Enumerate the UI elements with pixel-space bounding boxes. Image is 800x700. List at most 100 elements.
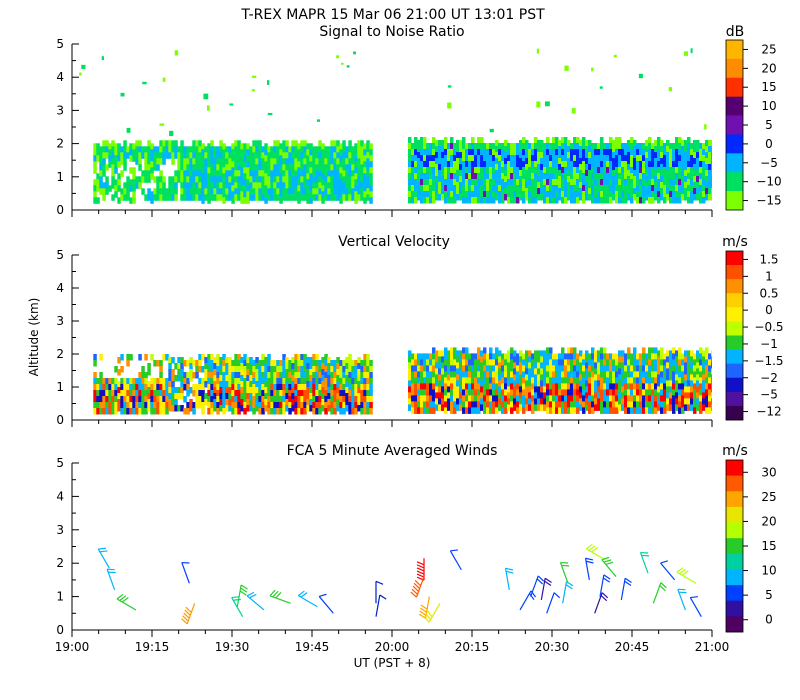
heatmap-cell [510, 365, 514, 372]
heatmap-cell [591, 359, 595, 366]
heatmap-cell [654, 194, 658, 201]
heatmap-cell [108, 408, 112, 415]
heatmap-cell [576, 155, 580, 162]
heatmap-cell [600, 191, 604, 198]
heatmap-cell [96, 197, 100, 204]
heatmap-cell [96, 185, 100, 192]
heatmap-cell [708, 389, 712, 396]
heatmap-cell [498, 149, 502, 156]
heatmap-cell [354, 173, 358, 180]
noise-speck [353, 51, 357, 55]
heatmap-cell [702, 368, 706, 375]
heatmap-cell [249, 375, 253, 382]
heatmap-cell [180, 363, 184, 370]
heatmap-cell [99, 384, 103, 391]
colorbar-label: 0 [765, 303, 773, 317]
heatmap-cell [333, 390, 337, 397]
heatmap-cell [321, 363, 325, 370]
heatmap-cell [465, 197, 469, 204]
heatmap-cell [219, 182, 223, 189]
heatmap-cell [150, 143, 154, 150]
heatmap-cell [543, 368, 547, 375]
heatmap-cell [570, 389, 574, 396]
heatmap-cell [459, 350, 463, 357]
heatmap-cell [510, 167, 514, 174]
heatmap-cell [501, 353, 505, 360]
heatmap-cell [660, 407, 664, 414]
heatmap-cell [600, 149, 604, 156]
heatmap-cell [177, 357, 181, 364]
heatmap-cell [159, 360, 163, 367]
heatmap-cell [519, 140, 523, 147]
heatmap-cell [636, 353, 640, 360]
heatmap-cell [330, 146, 334, 153]
noise-speck [229, 103, 234, 106]
heatmap-cell [159, 366, 163, 373]
heatmap-cell [474, 401, 478, 408]
heatmap-cell [567, 377, 571, 384]
wind-barb [594, 592, 609, 614]
heatmap-cell [312, 176, 316, 183]
heatmap-cell [282, 170, 286, 177]
heatmap-cell [708, 158, 712, 165]
heatmap-cell [408, 191, 412, 198]
heatmap-cell [492, 185, 496, 192]
heatmap-cell [444, 359, 448, 366]
heatmap-cell [432, 197, 436, 204]
heatmap-cell [348, 152, 352, 159]
noise-speck [668, 87, 673, 92]
heatmap-cell [303, 158, 307, 165]
heatmap-cell [171, 194, 175, 201]
heatmap-cell [210, 378, 214, 385]
heatmap-cell [537, 380, 541, 387]
heatmap-cell [699, 197, 703, 204]
heatmap-cell [210, 188, 214, 195]
heatmap-cell [516, 143, 520, 150]
heatmap-cell [201, 366, 205, 373]
heatmap-cell [702, 155, 706, 162]
heatmap-cell [519, 368, 523, 375]
heatmap-cell [351, 390, 355, 397]
heatmap-cell [324, 152, 328, 159]
heatmap-cell [186, 408, 190, 415]
heatmap-cell [624, 161, 628, 168]
heatmap-cell [531, 377, 535, 384]
heatmap-cell [708, 383, 712, 390]
heatmap-cell [534, 161, 538, 168]
heatmap-cell [420, 137, 424, 144]
heatmap-cell [174, 393, 178, 400]
heatmap-cell [267, 390, 271, 397]
heatmap-cell [510, 377, 514, 384]
heatmap-cell [249, 158, 253, 165]
heatmap-cell [648, 155, 652, 162]
heatmap-cell [501, 173, 505, 180]
heatmap-cell [438, 404, 442, 411]
heatmap-cell [198, 396, 202, 403]
heatmap-cell [105, 182, 109, 189]
heatmap-cell [330, 360, 334, 367]
heatmap-cell [261, 402, 265, 409]
heatmap-cell [567, 158, 571, 165]
heatmap-cell [669, 179, 673, 186]
wind-barb [584, 557, 594, 581]
heatmap-cell [294, 170, 298, 177]
heatmap-cell [573, 137, 577, 144]
heatmap-cell [654, 377, 658, 384]
heatmap-cell [315, 360, 319, 367]
heatmap-cell [489, 383, 493, 390]
heatmap-cell [333, 366, 337, 373]
heatmap-cell [234, 170, 238, 177]
heatmap-cell [231, 173, 235, 180]
heatmap-cell [531, 401, 535, 408]
heatmap-cell [231, 366, 235, 373]
heatmap-cell [486, 191, 490, 198]
heatmap-cell [471, 149, 475, 156]
heatmap-cell [342, 140, 346, 147]
heatmap-cell [537, 386, 541, 393]
y-tick-label: 4 [56, 281, 64, 295]
heatmap-cell [231, 197, 235, 204]
heatmap-cell [549, 173, 553, 180]
heatmap-cell [327, 405, 331, 412]
heatmap-cell [459, 176, 463, 183]
heatmap-cell [327, 182, 331, 189]
